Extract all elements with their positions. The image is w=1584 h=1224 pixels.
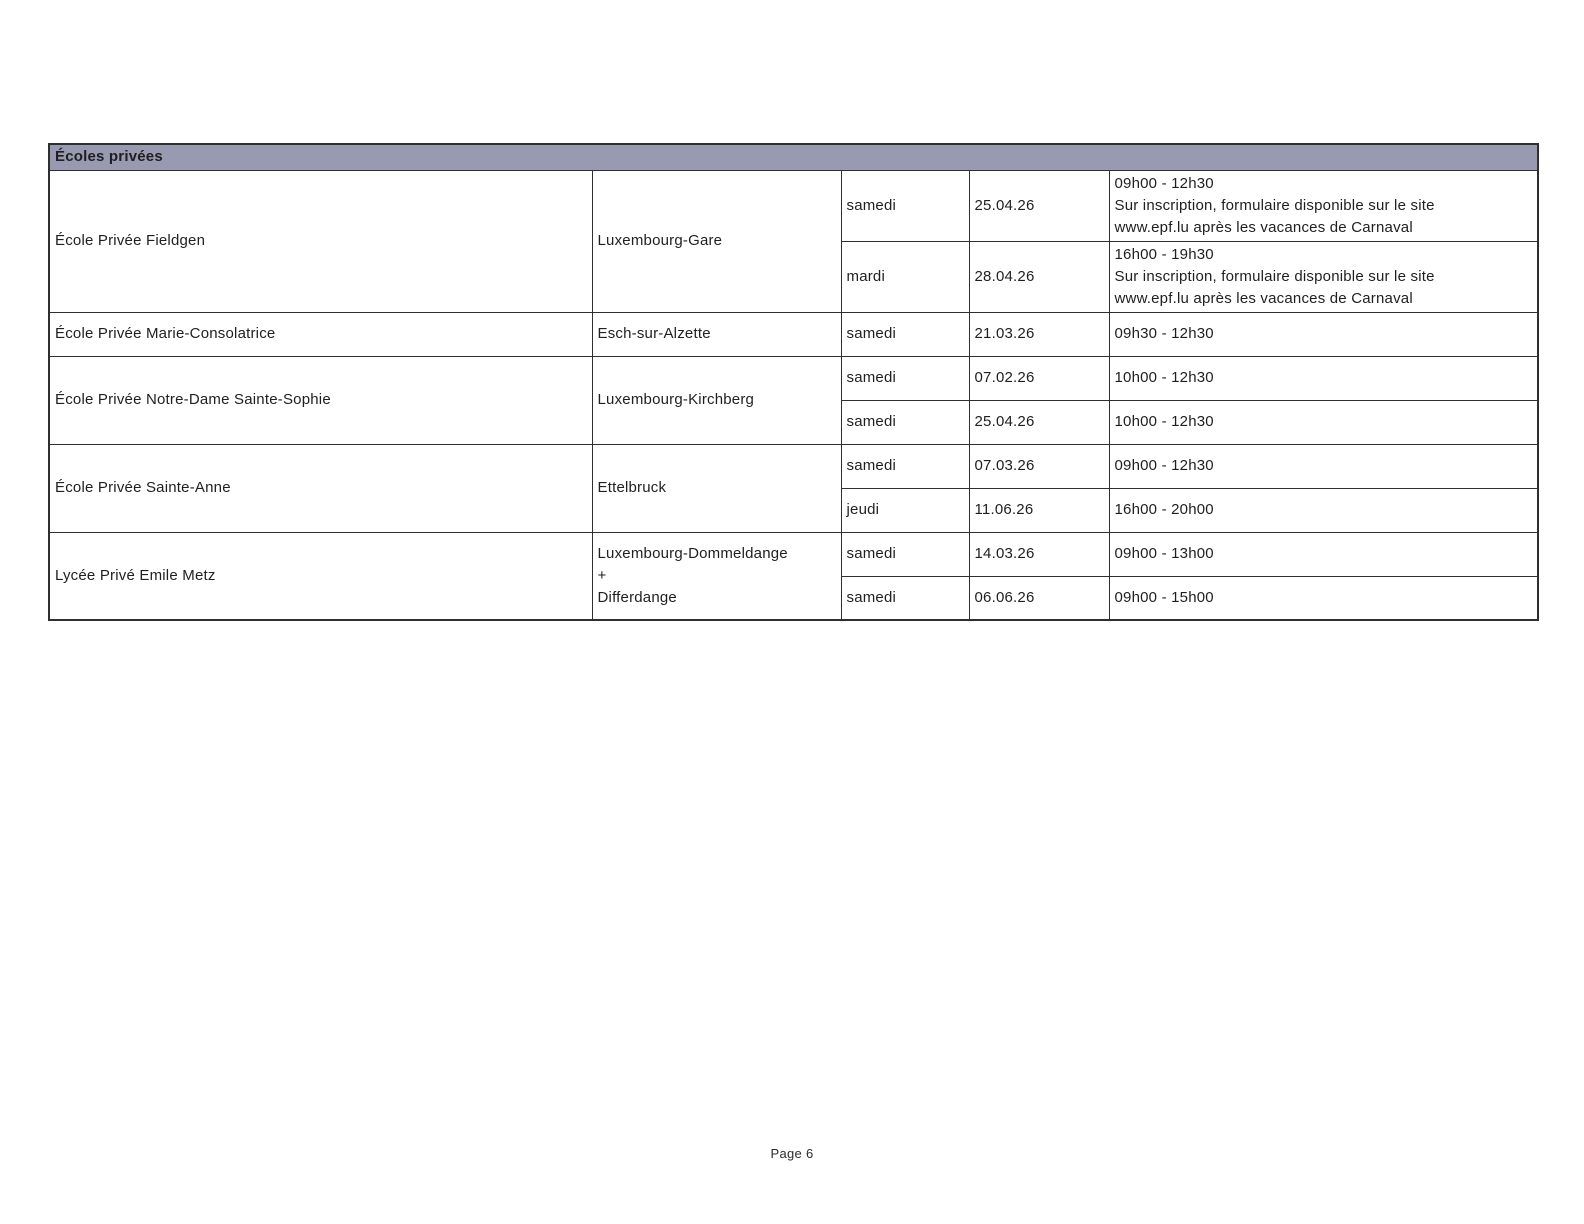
- school-name-cell: École Privée Notre-Dame Sainte-Sophie: [48, 355, 593, 445]
- date-cell: 11.06.26: [968, 487, 1110, 533]
- day-cell: mardi: [840, 240, 970, 313]
- day-cell: samedi: [840, 355, 970, 401]
- location-cell: Luxembourg-Kirchberg: [591, 355, 842, 445]
- page-number: Page 6: [770, 1146, 814, 1161]
- hours-cell: 09h00 - 12h30 Sur inscription, formulair…: [1108, 169, 1539, 242]
- school-name-cell: École Privée Marie-Consolatrice: [48, 311, 593, 357]
- private-schools-table: Écoles privées École Privée Fieldgen Luxe…: [48, 143, 1540, 621]
- hours-cell: 16h00 - 19h30 Sur inscription, formulair…: [1108, 240, 1539, 313]
- day-cell: samedi: [840, 443, 970, 489]
- hours-cell: 09h00 - 15h00: [1108, 575, 1539, 621]
- day-cell: samedi: [840, 575, 970, 621]
- session-row: École Privée Marie-Consolatrice Esch-sur-…: [48, 311, 1539, 357]
- date-cell: 06.06.26: [968, 575, 1110, 621]
- section-header-row: Écoles privées: [48, 143, 1539, 171]
- location-cell: Luxembourg-Gare: [591, 169, 842, 313]
- day-cell: samedi: [840, 399, 970, 445]
- date-cell: 14.03.26: [968, 531, 1110, 577]
- day-cell: samedi: [840, 531, 970, 577]
- hours-cell: 10h00 - 12h30: [1108, 399, 1539, 445]
- location-cell: Ettelbruck: [591, 443, 842, 533]
- date-cell: 07.02.26: [968, 355, 1110, 401]
- date-cell: 25.04.26: [968, 169, 1110, 242]
- date-cell: 21.03.26: [968, 311, 1110, 357]
- school-name-cell: École Privée Fieldgen: [48, 169, 593, 313]
- hours-cell: 09h00 - 13h00: [1108, 531, 1539, 577]
- hours-cell: 09h00 - 12h30: [1108, 443, 1539, 489]
- session-row: samedi 06.06.26 09h00 - 15h00: [49, 575, 1539, 621]
- session-row: jeudi 11.06.26 16h00 - 20h00: [49, 487, 1539, 533]
- session-row: mardi 28.04.26 16h00 - 19h30 Sur inscripti…: [49, 240, 1539, 313]
- day-cell: samedi: [840, 169, 970, 242]
- day-cell: samedi: [840, 311, 970, 357]
- location-cell: Luxembourg-Dommeldange + Differdange: [591, 531, 842, 621]
- hours-cell: 09h30 - 12h30: [1108, 311, 1539, 357]
- location-cell: Esch-sur-Alzette: [591, 311, 842, 357]
- school-name-cell: Lycée Privé Emile Metz: [48, 531, 593, 621]
- session-row: École Privée Sainte-Anne Ettelbruck samedi…: [48, 443, 1539, 533]
- session-row: École Privée Notre-Dame Sainte-Sophie Lux…: [48, 355, 1539, 445]
- date-cell: 07.03.26: [968, 443, 1110, 489]
- date-cell: 25.04.26: [968, 399, 1110, 445]
- session-row: École Privée Fieldgen Luxembourg-Gare same…: [48, 169, 1539, 313]
- school-name-cell: École Privée Sainte-Anne: [48, 443, 593, 533]
- session-row: samedi 25.04.26 10h00 - 12h30: [49, 399, 1539, 445]
- date-cell: 28.04.26: [968, 240, 1110, 313]
- session-row: Lycée Privé Emile Metz Luxembourg-Dommeld…: [48, 531, 1539, 621]
- section-header-title: Écoles privées: [48, 143, 1539, 171]
- hours-cell: 10h00 - 12h30: [1108, 355, 1539, 401]
- day-cell: jeudi: [840, 487, 970, 533]
- hours-cell: 16h00 - 20h00: [1108, 487, 1539, 533]
